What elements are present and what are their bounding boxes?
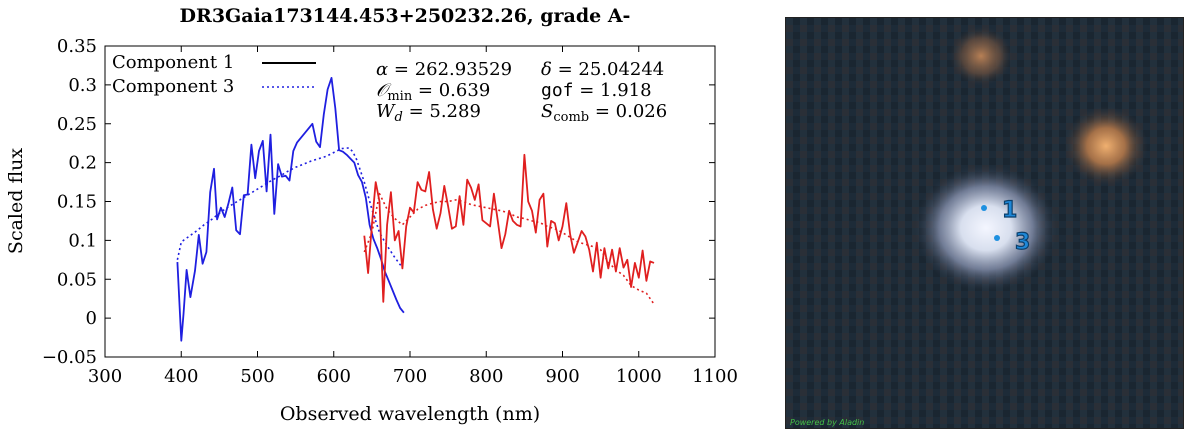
chart-title: DR3Gaia173144.453+250232.26, grade A-	[180, 5, 631, 27]
x-tick-label: 1000	[616, 366, 662, 387]
stat-wd: Wd = 5.289	[376, 101, 481, 125]
stat-omin: 𝒪min = 0.639	[376, 80, 490, 104]
y-tick-label: 0.15	[57, 192, 97, 213]
x-tick-label: 1100	[692, 366, 738, 387]
aladin-credit: Powered by Aladin	[790, 418, 865, 427]
y-tick-label: 0.35	[57, 36, 97, 57]
series-line-component-1-blue	[176, 77, 405, 342]
x-tick-label: 400	[164, 366, 198, 387]
marker-dot-3	[994, 235, 1000, 241]
stat-delta: δ = 25.04244	[541, 59, 664, 80]
stats-annotation: α = 262.93529 δ = 25.04244 𝒪min = 0.639 …	[376, 59, 667, 125]
marker-label-3: 3	[1015, 230, 1030, 255]
series-line-component-1-red	[363, 153, 655, 303]
x-axis-label: Observed wavelength (nm)	[280, 403, 540, 425]
spectrum-chart: DR3Gaia173144.453+250232.26, grade A- 30…	[5, 5, 738, 425]
stat-gof: gof = 1.918	[541, 80, 652, 101]
x-tick-label: 600	[317, 366, 351, 387]
stat-alpha: α = 262.93529	[376, 59, 512, 80]
y-tick-label: −0.05	[42, 347, 97, 368]
target-source	[914, 164, 1058, 292]
series-layer	[176, 77, 655, 342]
legend-label-component-1: Component 1	[112, 52, 234, 73]
marker-label-1: 1	[1002, 198, 1017, 223]
series-line-component-3-red	[363, 192, 655, 305]
legend: Component 1 Component 3	[112, 52, 316, 97]
orange-galaxy	[1064, 106, 1148, 186]
axis-ticks: 300 400 500 600 700 800 900 1000 1100 −0.05 0 0.05 0…	[42, 36, 738, 387]
stat-scomb: Scomb = 0.026	[541, 101, 667, 125]
y-tick-label: 0.1	[68, 230, 97, 251]
y-tick-label: 0.25	[57, 114, 97, 135]
y-axis-label: Scaled flux	[5, 148, 27, 254]
x-tick-label: 500	[240, 366, 274, 387]
legend-label-component-3: Component 3	[112, 76, 234, 97]
y-tick-label: 0.2	[68, 153, 97, 174]
sky-cutout-image: 1 3 Powered by Aladin	[785, 17, 1184, 429]
faint-source	[949, 26, 1013, 86]
y-tick-label: 0.3	[68, 75, 97, 96]
x-tick-label: 700	[393, 366, 427, 387]
y-tick-label: 0.05	[57, 269, 97, 290]
marker-dot-1	[981, 205, 987, 211]
y-tick-label: 0	[86, 308, 97, 329]
x-tick-label: 300	[88, 366, 122, 387]
x-tick-label: 900	[545, 366, 579, 387]
spectrum-plot-panel: DR3Gaia173144.453+250232.26, grade A- 30…	[5, 5, 738, 425]
series-line-component-3-blue	[176, 147, 404, 269]
sky-cutout-canvas: 1 3	[786, 18, 1183, 428]
x-tick-label: 800	[469, 366, 503, 387]
